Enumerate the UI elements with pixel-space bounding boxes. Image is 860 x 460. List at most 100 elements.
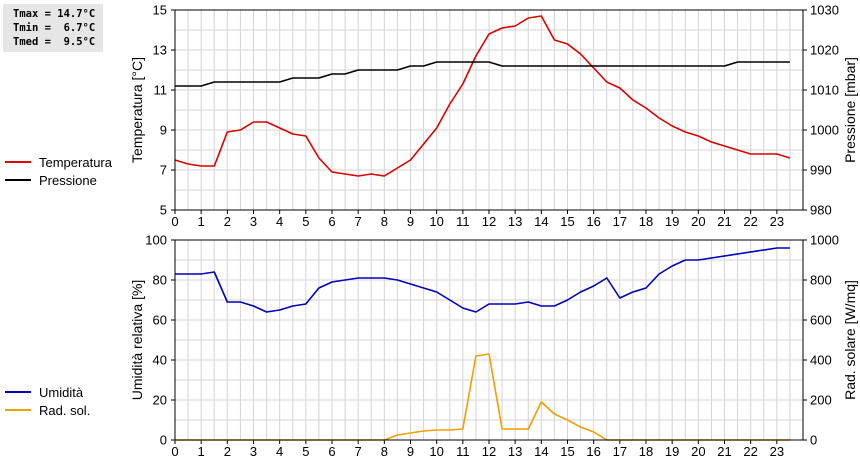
y-right-tick-label: 1000	[810, 233, 839, 248]
x-tick-label: 20	[691, 214, 705, 229]
x-tick-label: 18	[639, 214, 653, 229]
legend-entry-umidita: Umidità	[5, 383, 90, 401]
stats-box: Tmax = 14.7°C Tmin = 6.7°C Tmed = 9.5°C	[3, 4, 103, 52]
y-left-tick-label: 9	[160, 123, 167, 138]
legend-entry-radsol: Rad. sol.	[5, 401, 90, 419]
x-tick-label: 10	[429, 214, 443, 229]
plot-frame	[174, 239, 804, 441]
x-tick-label: 16	[586, 214, 600, 229]
x-tick-label: 21	[717, 444, 731, 459]
x-tick-label: 19	[665, 214, 679, 229]
x-tick-label: 0	[171, 214, 178, 229]
chart-panel-1: 0 1 2 3 4 5 6 7 8 9 10 11 12 13 14 15 16 17 18 19 20 21 22 2302…	[129, 233, 858, 460]
legend-swatch-temperatura	[5, 161, 31, 163]
y-left-axis-title: Temperatura [°C]	[129, 57, 145, 163]
x-tick-label: 12	[482, 214, 496, 229]
x-tick-label: 6	[328, 444, 335, 459]
tmed-readout: Tmed = 9.5°C	[13, 36, 96, 48]
x-tick-label: 19	[665, 444, 679, 459]
x-tick-label: 5	[302, 444, 309, 459]
y-right-axis-title: Pressione [mbar]	[842, 57, 858, 163]
x-tick-label: 22	[743, 214, 757, 229]
y-right-tick-label: 400	[810, 353, 832, 368]
y-left-tick-label: 13	[153, 43, 167, 58]
series-line-radsol	[175, 353, 790, 441]
x-tick-label: 22	[743, 444, 757, 459]
x-tick-label: 21	[717, 214, 731, 229]
x-tick-label: 0	[171, 444, 178, 459]
y-left-tick-label: 80	[153, 273, 167, 288]
y-left-tick-label: 100	[145, 233, 167, 248]
x-tick-label: 9	[407, 444, 414, 459]
x-tick-label: 7	[355, 444, 362, 459]
x-tick-label: 11	[456, 214, 470, 229]
x-tick-label: 3	[250, 214, 257, 229]
x-tick-label: 15	[560, 214, 574, 229]
legend-swatch-radsol	[5, 409, 31, 411]
x-tick-label: 1	[198, 444, 205, 459]
x-tick-label: 12	[482, 444, 496, 459]
y-right-tick-label: 1010	[810, 83, 839, 98]
y-right-tick-label: 1020	[810, 43, 839, 58]
legend-entry-pressione: Pressione	[5, 171, 112, 189]
y-left-axis-title: Umidità relativa [%]	[129, 280, 145, 401]
y-right-tick-label: 990	[810, 163, 832, 178]
y-right-tick-label: 1030	[810, 3, 839, 18]
y-left-tick-label: 15	[153, 3, 167, 18]
x-tick-label: 7	[355, 214, 362, 229]
legend-top: Temperatura Pressione	[5, 153, 112, 189]
x-tick-label: 2	[224, 214, 231, 229]
legend-entry-temperatura: Temperatura	[5, 153, 112, 171]
y-left-tick-label: 11	[154, 83, 168, 98]
x-tick-label: 16	[586, 444, 600, 459]
x-tick-label: 4	[276, 444, 283, 459]
x-tick-label: 4	[276, 214, 283, 229]
legend-bottom: Umidità Rad. sol.	[5, 383, 90, 419]
y-right-tick-label: 600	[810, 313, 832, 328]
legend-label-temperatura: Temperatura	[39, 154, 112, 170]
x-tick-label: 2	[224, 444, 231, 459]
x-tick-label: 17	[613, 444, 627, 459]
x-tick-label: 14	[534, 214, 548, 229]
x-tick-label: 8	[381, 444, 388, 459]
x-tick-label: 8	[381, 214, 388, 229]
x-tick-label: 20	[691, 444, 705, 459]
y-left-tick-label: 0	[160, 433, 167, 448]
legend-label-pressione: Pressione	[39, 172, 97, 188]
y-right-axis-title: Rad. solare [W/mq]	[842, 280, 858, 400]
tmin-readout: Tmin = 6.7°C	[13, 22, 96, 34]
y-left-tick-label: 60	[153, 313, 167, 328]
x-tick-label: 11	[456, 444, 470, 459]
legend-swatch-umidita	[5, 391, 31, 393]
x-tick-label: 23	[770, 214, 784, 229]
y-left-tick-label: 40	[153, 353, 167, 368]
x-tick-label: 10	[429, 444, 443, 459]
x-tick-label: 9	[407, 214, 414, 229]
legend-swatch-pressione	[5, 179, 31, 181]
series-line-umidit	[175, 247, 790, 313]
x-tick-label: 14	[534, 444, 548, 459]
y-left-tick-label: 20	[153, 393, 167, 408]
x-tick-label: 15	[560, 444, 574, 459]
x-tick-label: 6	[328, 214, 335, 229]
legend-label-umidita: Umidità	[39, 384, 84, 400]
chart-panel-0: 0 1 2 3 4 5 6 7 8 9 10 11 12 13 14 15 16 17 18 19 20 21 22 2357…	[129, 3, 858, 230]
x-tick-label: 13	[508, 214, 522, 229]
legend-label-radsol: Rad. sol.	[39, 402, 91, 418]
y-right-tick-label: 200	[810, 393, 832, 408]
x-tick-label: 3	[250, 444, 257, 459]
series-line-temperatura	[174, 15, 791, 177]
y-right-tick-label: 980	[810, 203, 832, 218]
x-tick-label: 23	[770, 444, 784, 459]
y-left-tick-label: 5	[160, 203, 167, 218]
y-right-tick-label: 1000	[810, 123, 839, 138]
y-right-tick-label: 800	[810, 273, 832, 288]
x-tick-label: 13	[508, 444, 522, 459]
series-line-pressione	[175, 61, 790, 87]
x-tick-label: 17	[613, 214, 627, 229]
tmax-readout: Tmax = 14.7°C	[13, 8, 96, 20]
y-left-tick-label: 7	[160, 163, 167, 178]
x-tick-label: 5	[302, 214, 309, 229]
y-right-tick-label: 0	[810, 433, 817, 448]
